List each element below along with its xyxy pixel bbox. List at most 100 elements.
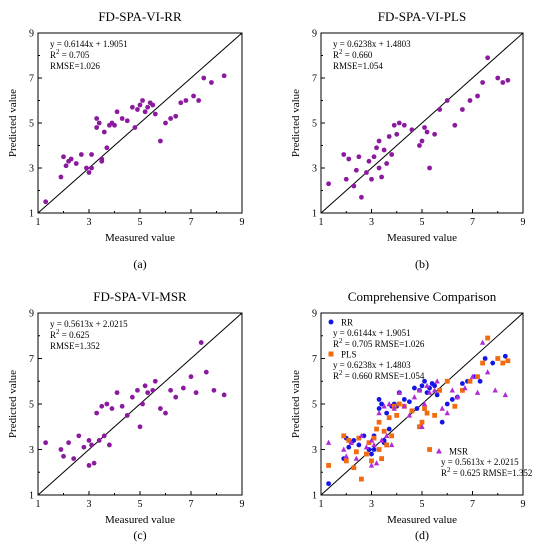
data-point (396, 120, 402, 126)
data-point-square (505, 358, 511, 364)
data-point (467, 98, 473, 103)
data-point-triangle (462, 385, 468, 391)
data-point (386, 426, 392, 432)
regression-stat: RMSE=1.054 (333, 61, 383, 71)
data-point (505, 77, 511, 83)
data-point (221, 392, 227, 398)
data-point (109, 406, 115, 411)
data-point (490, 360, 496, 366)
data-point (412, 385, 417, 391)
data-point-square (389, 433, 395, 439)
series-0 (43, 73, 227, 205)
data-point-square (495, 356, 501, 361)
data-point-square (376, 447, 382, 452)
data-point (43, 199, 49, 205)
data-point (356, 442, 362, 448)
data-point (183, 98, 189, 103)
data-point-triangle (368, 437, 375, 443)
data-point (376, 397, 382, 402)
data-point (376, 165, 382, 171)
data-point-square (437, 387, 443, 393)
data-point-triangle (381, 403, 387, 409)
y-tick-label: 5 (29, 400, 34, 411)
data-point (89, 165, 94, 171)
y-tick-label: 1 (29, 491, 34, 502)
data-point (137, 424, 143, 430)
x-tick-label: 3 (369, 217, 374, 228)
data-point-triangle (502, 391, 509, 398)
regression-stat: y = 0.6144x + 1.9051 (333, 328, 411, 338)
reference-line (320, 312, 524, 496)
data-point-square (417, 424, 422, 430)
data-point-triangle (386, 401, 392, 407)
data-point (101, 129, 107, 135)
x-tick-label: 7 (189, 217, 194, 228)
data-point (163, 120, 168, 126)
legend-label: RR (341, 318, 353, 328)
data-point (168, 387, 174, 393)
data-point-triangle (419, 423, 425, 429)
x-tick-label: 1 (319, 499, 324, 510)
y-tick-label: 3 (29, 164, 34, 175)
data-point (414, 406, 420, 411)
data-point-square (364, 451, 369, 457)
y-tick-label: 9 (29, 29, 34, 40)
y-tick-label: 9 (29, 309, 34, 320)
data-point (71, 456, 77, 461)
data-point (173, 394, 179, 400)
data-point-square (396, 401, 402, 407)
data-point (452, 122, 458, 128)
x-tick-label: 1 (36, 499, 41, 510)
data-point (137, 102, 143, 108)
data-point-square (432, 412, 438, 418)
legend-label: MSR (449, 447, 468, 457)
data-point-triangle (348, 439, 354, 445)
legend-label: PLS (341, 350, 357, 360)
data-point (424, 129, 430, 135)
data-point-square (427, 447, 432, 452)
data-point-square (384, 442, 390, 448)
data-point-triangle (343, 453, 349, 459)
data-point (211, 387, 217, 393)
data-point (152, 378, 158, 384)
data-point (351, 438, 357, 443)
data-point-triangle (449, 387, 455, 393)
data-point-triangle (368, 462, 375, 468)
data-point-triangle (474, 389, 481, 395)
data-point (112, 122, 117, 128)
series-0 (326, 55, 511, 200)
data-point (99, 403, 105, 409)
x-tick-label: 3 (87, 217, 92, 228)
data-point (193, 390, 199, 396)
data-point-triangle (341, 446, 347, 452)
regression-stat: R2 = 0.660 (333, 48, 373, 60)
data-point (203, 369, 209, 375)
data-point (119, 116, 125, 121)
legend-marker-circle (328, 319, 334, 325)
y-tick-label: 7 (312, 74, 317, 85)
data-point-square (359, 476, 364, 482)
data-point-square (480, 360, 485, 366)
data-point (326, 181, 331, 187)
data-point (460, 107, 465, 112)
data-point-square (369, 458, 374, 464)
data-point (78, 152, 84, 157)
data-point-triangle (431, 387, 438, 393)
data-point-triangle (406, 412, 413, 418)
data-point (178, 100, 184, 106)
data-point-triangle (358, 432, 365, 439)
data-point (381, 147, 387, 153)
data-point (444, 401, 450, 407)
y-axis-label: Predicted value (290, 370, 302, 438)
panel-2: FD-SPA-VI-PLS 1 3 5 7 9 1 3 5 7 9 Measured value Pre… (290, 9, 526, 271)
data-point (394, 131, 400, 137)
x-tick-label: 5 (420, 499, 425, 510)
regression-stat: y = 0.6238x + 1.4803 (333, 39, 411, 49)
regression-stat: RMSE=1.026 (50, 61, 100, 71)
data-point (140, 401, 145, 407)
data-point (124, 118, 130, 124)
data-point-square (424, 410, 430, 416)
